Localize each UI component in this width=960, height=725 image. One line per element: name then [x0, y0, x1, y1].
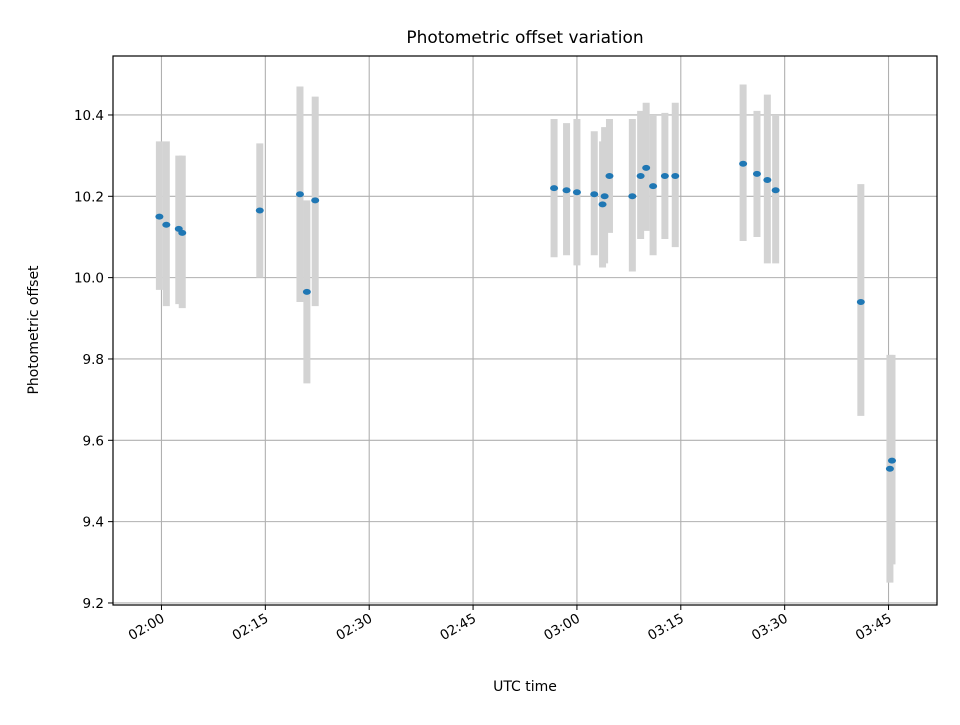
data-point — [636, 172, 645, 179]
y-tick-label: 10.2 — [74, 189, 104, 205]
data-point — [295, 191, 304, 198]
data-point — [302, 288, 311, 295]
y-tick-label: 10.4 — [74, 108, 104, 124]
data-point — [550, 185, 559, 192]
y-axis-label: Photometric offset — [26, 265, 42, 395]
data-point — [590, 191, 599, 198]
data-point — [598, 201, 607, 208]
data-point — [763, 177, 772, 184]
data-point — [660, 172, 669, 179]
data-point — [562, 187, 571, 194]
data-point — [771, 187, 780, 194]
chart-title: Photometric offset variation — [406, 28, 643, 48]
y-tick-label: 9.6 — [83, 433, 104, 449]
data-point — [155, 213, 164, 220]
data-point — [605, 172, 614, 179]
data-point — [887, 457, 896, 464]
data-point — [600, 193, 609, 200]
data-point — [739, 160, 748, 167]
data-point — [311, 197, 320, 204]
data-point — [255, 207, 264, 214]
data-point — [572, 189, 581, 196]
y-tick-label: 10.0 — [74, 271, 104, 287]
data-point — [649, 183, 658, 190]
data-point — [642, 164, 651, 171]
x-axis-label: UTC time — [493, 679, 557, 695]
y-tick-label: 9.4 — [83, 515, 104, 531]
y-tick-label: 9.8 — [83, 352, 104, 368]
data-point — [885, 465, 894, 472]
data-point — [856, 299, 865, 306]
y-tick-label: 9.2 — [83, 596, 104, 612]
data-point — [628, 193, 637, 200]
data-point — [671, 172, 680, 179]
plot-frame — [112, 55, 938, 606]
data-point — [162, 221, 171, 228]
data-point — [752, 170, 761, 177]
data-point — [178, 229, 187, 236]
